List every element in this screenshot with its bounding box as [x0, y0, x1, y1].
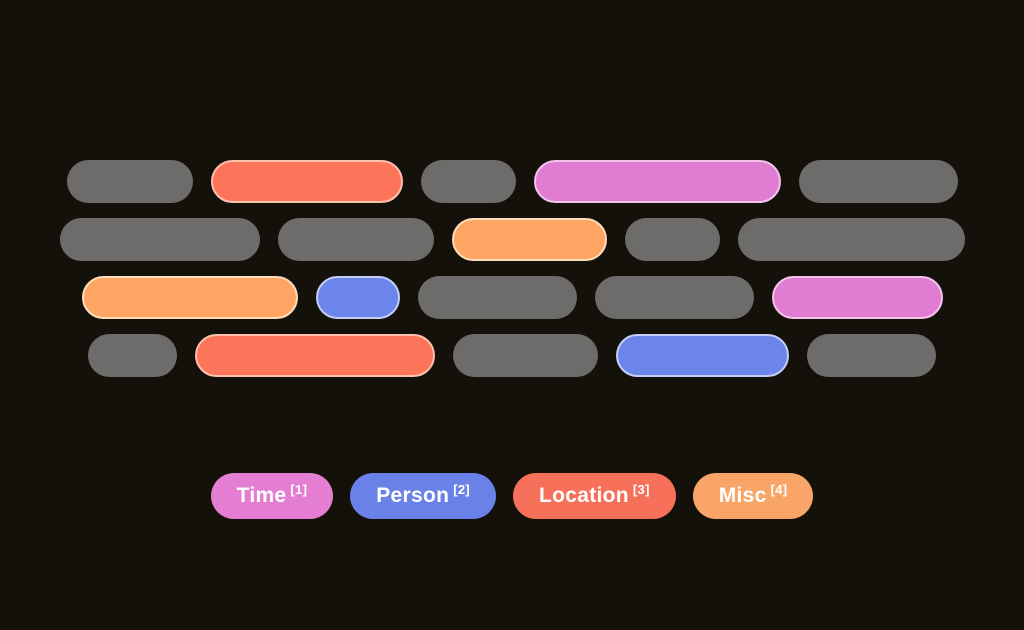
- token-misc[interactable]: [451, 218, 607, 261]
- label-button-misc[interactable]: Misc [4]: [692, 473, 814, 519]
- label-button-location[interactable]: Location [3]: [513, 473, 676, 519]
- token-person[interactable]: [616, 334, 789, 377]
- token-row: [0, 218, 1024, 261]
- token-hidden[interactable]: [624, 218, 720, 261]
- label-button-text: Time: [236, 484, 287, 507]
- token-row: [0, 334, 1024, 377]
- token-hidden[interactable]: [277, 218, 434, 261]
- token-row: [0, 160, 1024, 203]
- label-button-shortcut: [1]: [290, 481, 308, 497]
- token-hidden[interactable]: [59, 218, 260, 261]
- token-time[interactable]: [771, 276, 943, 319]
- token-board: [0, 160, 1024, 377]
- token-hidden[interactable]: [453, 334, 598, 377]
- label-button-person[interactable]: Person [2]: [350, 473, 497, 519]
- label-button-text: Person: [376, 484, 450, 507]
- label-button-text: Location: [539, 484, 629, 507]
- token-hidden[interactable]: [420, 160, 516, 203]
- token-location[interactable]: [195, 334, 435, 377]
- token-time[interactable]: [533, 160, 781, 203]
- label-button-shortcut: [3]: [632, 481, 650, 497]
- token-hidden[interactable]: [594, 276, 754, 319]
- token-hidden[interactable]: [66, 160, 193, 203]
- token-hidden[interactable]: [88, 334, 177, 377]
- token-misc[interactable]: [81, 276, 298, 319]
- token-location[interactable]: [210, 160, 403, 203]
- label-legend: Time [1] Person [2] Location [3] Misc [4…: [0, 473, 1024, 519]
- token-hidden[interactable]: [737, 218, 965, 261]
- label-button-shortcut: [2]: [453, 481, 471, 497]
- label-button-time[interactable]: Time [1]: [210, 473, 334, 519]
- token-hidden[interactable]: [807, 334, 936, 377]
- label-button-shortcut: [4]: [770, 481, 788, 497]
- token-hidden[interactable]: [798, 160, 958, 203]
- token-person[interactable]: [315, 276, 400, 319]
- token-row: [0, 276, 1024, 319]
- label-button-text: Misc: [718, 484, 767, 507]
- token-hidden[interactable]: [417, 276, 577, 319]
